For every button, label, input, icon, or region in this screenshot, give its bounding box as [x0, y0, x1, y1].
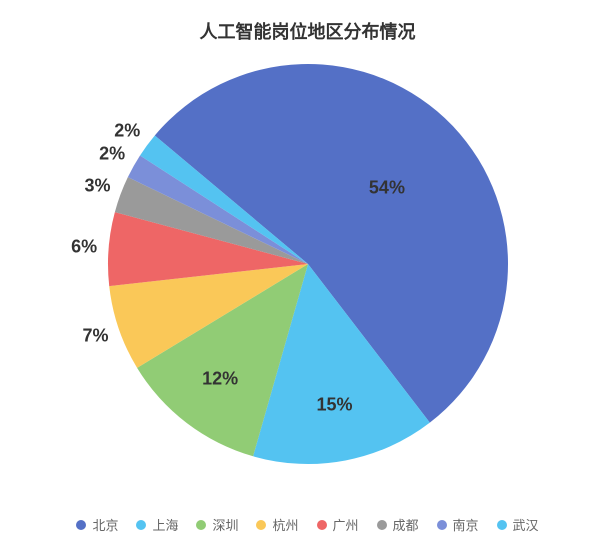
- legend-item: 上海: [136, 515, 178, 534]
- pie-wrap: 54% 15% 12% 7% 6% 3% 2% 2%: [0, 44, 615, 484]
- slice-label: 2%: [99, 144, 125, 165]
- legend-label: 广州: [333, 515, 359, 534]
- pie-chart: [103, 59, 513, 469]
- slice-label: 54%: [369, 177, 405, 198]
- chart-container: 人工智能岗位地区分布情况 54% 15% 12% 7% 6% 3% 2% 2% 北京 上海 深圳 杭…: [0, 0, 615, 548]
- legend-dot-icon: [377, 520, 387, 530]
- legend-dot-icon: [317, 520, 327, 530]
- legend: 北京 上海 深圳 杭州 广州 成都 南京 武汉: [0, 515, 615, 534]
- legend-item: 杭州: [256, 515, 298, 534]
- legend-dot-icon: [497, 520, 507, 530]
- legend-item: 成都: [377, 515, 419, 534]
- slice-label: 2%: [114, 120, 140, 141]
- legend-label: 北京: [92, 515, 118, 534]
- legend-dot-icon: [196, 520, 206, 530]
- legend-item: 武汉: [497, 515, 539, 534]
- legend-label: 上海: [152, 515, 178, 534]
- legend-label: 杭州: [272, 515, 298, 534]
- slice-label: 12%: [202, 368, 238, 389]
- legend-label: 成都: [393, 515, 419, 534]
- legend-dot-icon: [256, 520, 266, 530]
- slice-label: 6%: [71, 236, 97, 257]
- slice-label: 7%: [82, 326, 108, 347]
- legend-item: 南京: [437, 515, 479, 534]
- legend-dot-icon: [136, 520, 146, 530]
- legend-label: 武汉: [513, 515, 539, 534]
- legend-dot-icon: [76, 520, 86, 530]
- legend-item: 北京: [76, 515, 118, 534]
- legend-item: 深圳: [196, 515, 238, 534]
- chart-title: 人工智能岗位地区分布情况: [0, 0, 615, 44]
- slice-label: 15%: [316, 395, 352, 416]
- legend-label: 南京: [453, 515, 479, 534]
- slice-label: 3%: [85, 175, 111, 196]
- legend-label: 深圳: [212, 515, 238, 534]
- legend-dot-icon: [437, 520, 447, 530]
- legend-item: 广州: [317, 515, 359, 534]
